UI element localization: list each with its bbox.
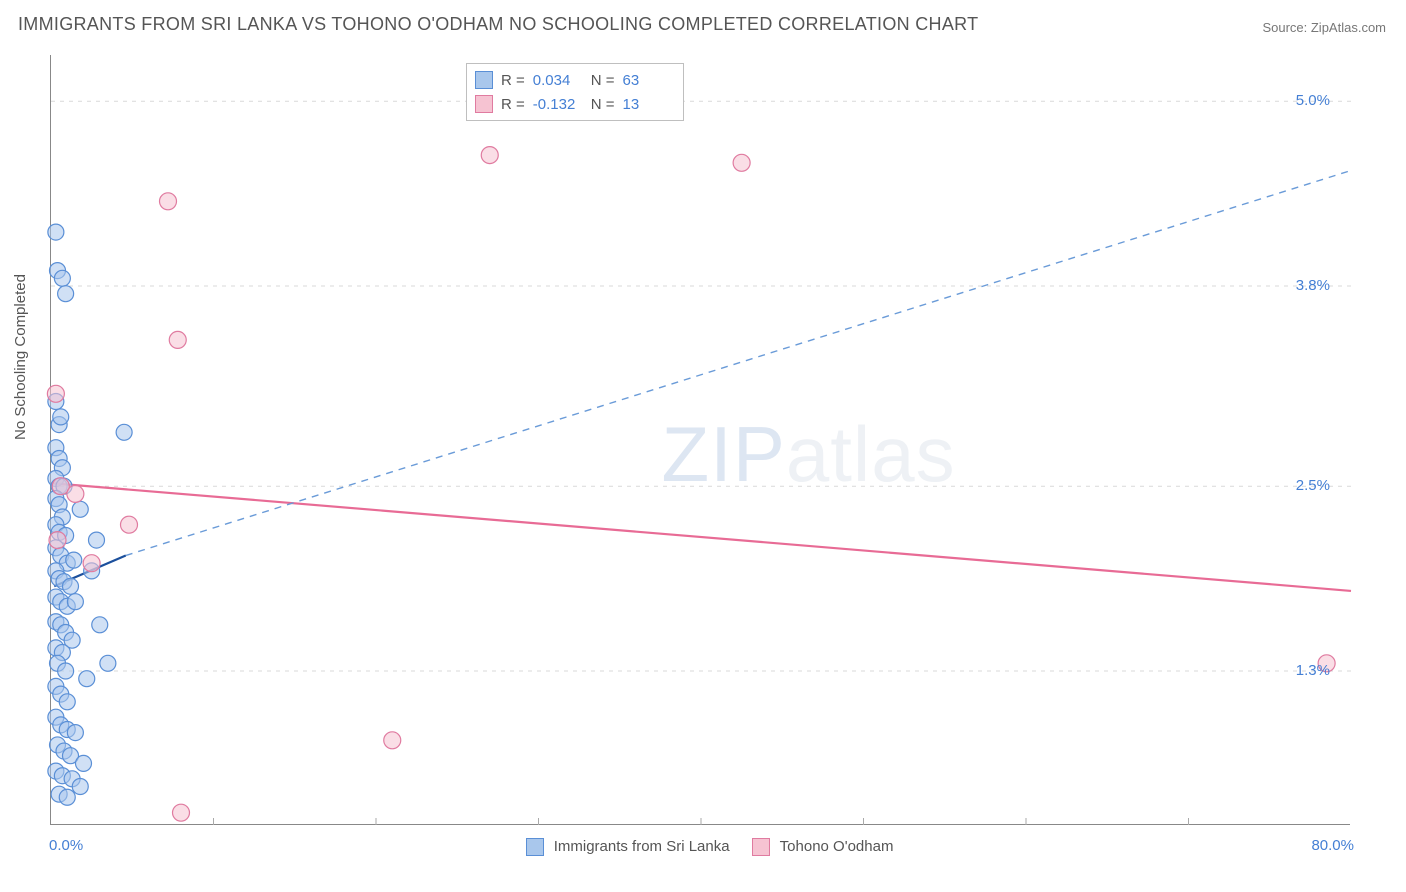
corr-n-label: N =	[591, 72, 615, 89]
plot-area: ZIPatlas R = 0.034 N = 63 R = -0.132 N =…	[50, 55, 1350, 825]
corr-r-value-blue: 0.034	[533, 72, 583, 89]
y-tick-label: 3.8%	[1270, 277, 1330, 294]
bottom-legend: Immigrants from Sri Lanka Tohono O'odham	[51, 838, 1350, 856]
chart-svg	[51, 55, 1350, 824]
corr-row-pink: R = -0.132 N = 13	[475, 92, 673, 116]
y-tick-label: 5.0%	[1270, 92, 1330, 109]
y-tick-label: 1.3%	[1270, 662, 1330, 679]
corr-n-value-pink: 13	[623, 96, 673, 113]
corr-swatch-pink	[475, 95, 493, 113]
source-attribution: Source: ZipAtlas.com	[1262, 20, 1386, 35]
corr-row-blue: R = 0.034 N = 63	[475, 68, 673, 92]
y-tick-label: 2.5%	[1270, 477, 1330, 494]
corr-r-label: R =	[501, 96, 525, 113]
corr-r-value-pink: -0.132	[533, 96, 583, 113]
correlation-legend: R = 0.034 N = 63 R = -0.132 N = 13	[466, 63, 684, 121]
legend-label-pink: Tohono O'odham	[780, 838, 894, 855]
y-axis-title: No Schooling Completed	[12, 274, 29, 440]
corr-r-label: R =	[501, 72, 525, 89]
x-tick-max: 80.0%	[1311, 837, 1354, 854]
legend-label-blue: Immigrants from Sri Lanka	[554, 838, 730, 855]
chart-title: IMMIGRANTS FROM SRI LANKA VS TOHONO O'OD…	[18, 14, 978, 35]
legend-swatch-pink	[752, 838, 770, 856]
corr-n-value-blue: 63	[623, 72, 673, 89]
legend-swatch-blue	[526, 838, 544, 856]
corr-n-label: N =	[591, 96, 615, 113]
corr-swatch-blue	[475, 71, 493, 89]
x-tick-min: 0.0%	[49, 837, 83, 854]
